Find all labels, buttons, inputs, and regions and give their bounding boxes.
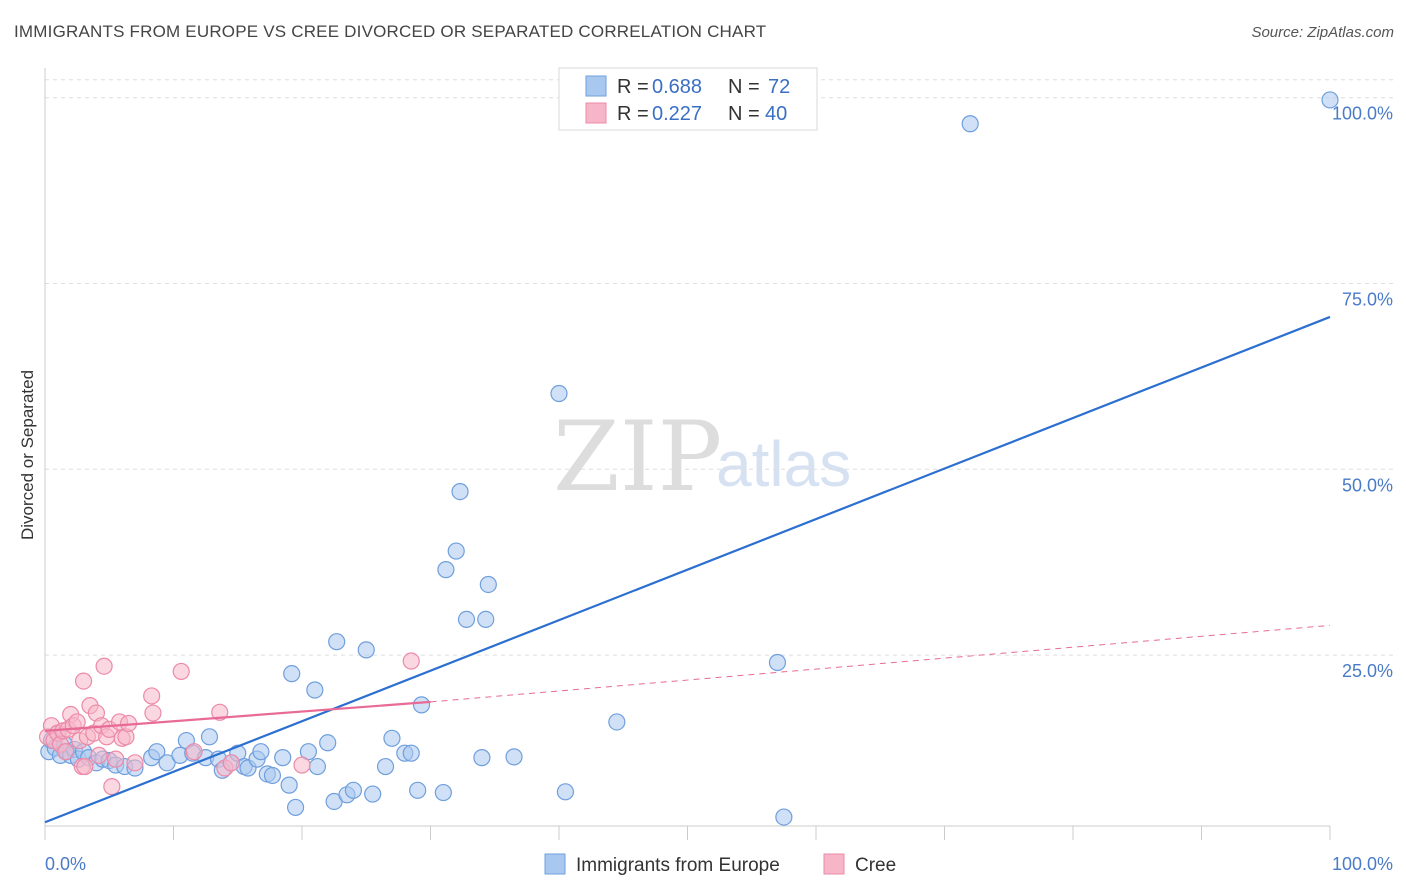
y-tick-label-25: 25.0%	[1342, 661, 1393, 681]
x-axis-ticks	[44, 826, 1331, 840]
cree-point-21	[95, 657, 113, 675]
europe-point-49	[364, 785, 382, 803]
europe-point-42	[308, 757, 327, 776]
cree-point-6	[56, 743, 75, 761]
cree-point-25	[107, 750, 125, 768]
bottom-legend-label-europe: Immigrants from Europe	[576, 855, 780, 876]
bottom-legend-swatch-cree	[823, 853, 845, 875]
cree-point-13	[74, 672, 93, 690]
europe-point-71	[1321, 91, 1339, 109]
europe-point-60	[457, 610, 476, 629]
europe-point-35	[263, 766, 282, 785]
trendline-cree-extended	[430, 624, 1331, 703]
legend-r-label-europe: R =	[617, 76, 649, 98]
watermark-atlas: atlas	[716, 428, 851, 500]
europe-point-48	[357, 641, 375, 659]
europe-point-62	[477, 610, 495, 629]
cree-point-30	[126, 754, 144, 772]
cree-point-31	[143, 687, 161, 705]
europe-point-19	[148, 743, 166, 761]
europe-point-64	[505, 748, 523, 766]
europe-point-56	[434, 783, 452, 802]
cree-point-19	[90, 746, 108, 765]
x-tick-label-max: 100.0%	[1332, 854, 1393, 874]
cree-point-33	[172, 662, 190, 681]
europe-point-54	[409, 781, 427, 799]
europe-point-67	[608, 713, 626, 731]
chart-title: IMMIGRANTS FROM EUROPE VS CREE DIVORCED …	[14, 22, 767, 41]
y-tick-label-50: 50.0%	[1342, 475, 1393, 495]
europe-point-70	[961, 115, 979, 133]
source-attribution: Source: ZipAtlas.com	[1251, 24, 1394, 41]
y-tick-label-100: 100.0%	[1332, 104, 1393, 124]
trendline-cree	[44, 700, 431, 732]
cree-point-39	[402, 652, 420, 670]
cree-point-35	[211, 703, 229, 721]
legend-r-label-cree: R =	[617, 103, 649, 125]
watermark-zip: ZIP	[553, 401, 722, 513]
legend-r-value-cree: 0.227	[652, 103, 702, 125]
europe-point-20	[158, 754, 176, 772]
europe-point-43	[319, 734, 337, 752]
europe-point-41	[306, 681, 324, 699]
bottom-legend: Immigrants from Europe Cree	[544, 853, 896, 876]
y-axis-tick-labels: 25.0% 50.0% 75.0% 100.0%	[1332, 104, 1393, 681]
europe-point-55	[412, 696, 431, 714]
cree-point-32	[144, 704, 162, 722]
legend-swatch-europe	[585, 75, 607, 97]
y-axis-title: Divorced or Separated	[18, 370, 37, 540]
gridlines	[45, 79, 1393, 656]
legend: R = 0.688 N = 72 R = 0.227 N = 40	[558, 67, 818, 131]
bottom-legend-label-cree: Cree	[855, 855, 896, 876]
europe-point-53	[402, 744, 420, 762]
europe-point-47	[344, 781, 362, 799]
europe-point-65	[550, 384, 568, 403]
europe-point-50	[376, 757, 395, 776]
cree-point-38	[293, 756, 311, 774]
europe-point-58	[447, 542, 465, 560]
cree-point-37	[222, 754, 240, 772]
legend-swatch-cree	[585, 102, 607, 124]
cree-point-14	[76, 757, 94, 776]
europe-point-63	[479, 575, 497, 594]
bottom-legend-swatch-europe	[544, 853, 566, 875]
trendlines	[44, 315, 1331, 824]
legend-n-value-europe: 72	[768, 76, 790, 98]
europe-point-38	[283, 665, 301, 683]
cree-point-10	[68, 713, 86, 731]
europe-point-25	[200, 728, 219, 746]
europe-point-45	[328, 633, 346, 651]
legend-n-label-europe: N =	[728, 76, 760, 98]
trendline-europe	[44, 315, 1331, 824]
europe-point-66	[556, 783, 575, 801]
europe-point-61	[473, 749, 491, 767]
legend-r-value-europe: 0.688	[652, 76, 702, 98]
europe-point-36	[274, 749, 292, 767]
series-cree-points	[38, 652, 420, 796]
europe-point-69	[775, 808, 793, 826]
europe-point-33	[252, 743, 270, 761]
cree-point-24	[103, 778, 121, 796]
cree-point-34	[185, 743, 203, 761]
x-tick-label-min: 0.0%	[45, 854, 86, 874]
y-tick-label-75: 75.0%	[1342, 290, 1393, 310]
europe-point-68	[768, 653, 787, 672]
europe-point-59	[451, 482, 469, 501]
europe-point-57	[437, 561, 455, 579]
legend-n-value-cree: 40	[765, 103, 787, 125]
europe-point-39	[286, 798, 305, 817]
europe-point-51	[383, 729, 401, 747]
europe-point-37	[280, 776, 298, 794]
legend-n-label-cree: N =	[728, 103, 760, 125]
